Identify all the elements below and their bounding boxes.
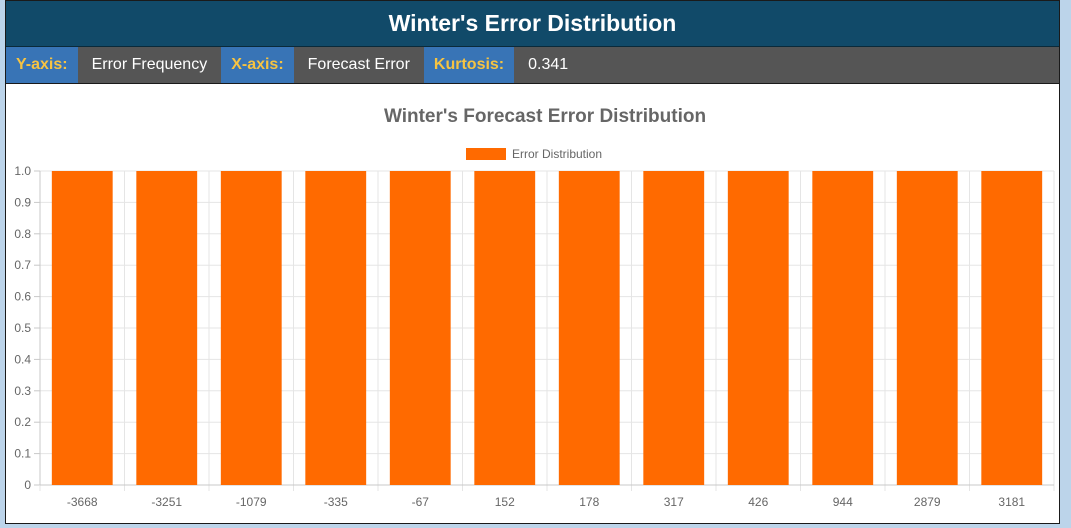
x-tick-label: -3251 [151,495,182,509]
x-axis-value: Forecast Error [307,56,410,73]
y-tick-label: 0.1 [14,447,31,461]
bar [812,171,874,485]
kurtosis-key: Kurtosis: [423,47,515,83]
y-tick-label: 1.0 [14,164,31,178]
bar [474,171,536,485]
bar-chart: Winter's Forecast Error Distribution Erro… [14,106,1055,509]
x-tick-label: 152 [495,495,515,509]
y-tick-label: 0 [24,478,31,492]
x-tick-label: 3181 [998,495,1025,509]
x-tick-label: -3668 [67,495,98,509]
y-axis-value: Error Frequency [91,56,208,73]
bar [896,171,958,485]
x-tick-label: -1079 [236,495,267,509]
legend-swatch [466,148,506,160]
bar [305,171,367,485]
chart-panel: Winter's Error Distribution Y-axis: Erro… [5,0,1060,524]
x-tick-label: 944 [833,495,853,509]
x-tick-label: 317 [664,495,684,509]
bar [389,171,451,485]
kurtosis-value: 0.341 [528,56,569,73]
bar [727,171,789,485]
y-tick-label: 0.4 [14,352,31,366]
y-tick-label: 0.6 [14,290,31,304]
legend-label: Error Distribution [512,147,602,161]
chart-area: Winter's Forecast Error Distribution Erro… [6,84,1059,523]
bar [981,171,1043,485]
x-tick-label: 178 [579,495,599,509]
x-tick-label: 426 [748,495,768,509]
y-tick-label: 0.9 [14,195,31,209]
bar [51,171,113,485]
bar [643,171,705,485]
y-tick-label: 0.2 [14,415,31,429]
x-tick-label: 2879 [914,495,941,509]
x-tick-label: -67 [412,495,430,509]
bar [220,171,282,485]
page-title: Winter's Error Distribution [6,1,1059,47]
bar [558,171,620,485]
info-bar: Y-axis: Error Frequency X-axis: Forecast… [6,47,1059,84]
y-tick-label: 0.3 [14,384,31,398]
x-axis-key: X-axis: [221,47,294,83]
y-tick-label: 0.8 [14,227,31,241]
y-axis-key: Y-axis: [6,47,78,83]
y-tick-label: 0.7 [14,258,31,272]
y-tick-label: 0.5 [14,321,31,335]
chart-title: Winter's Forecast Error Distribution [384,106,706,127]
x-tick-label: -335 [324,495,348,509]
bar [136,171,198,485]
